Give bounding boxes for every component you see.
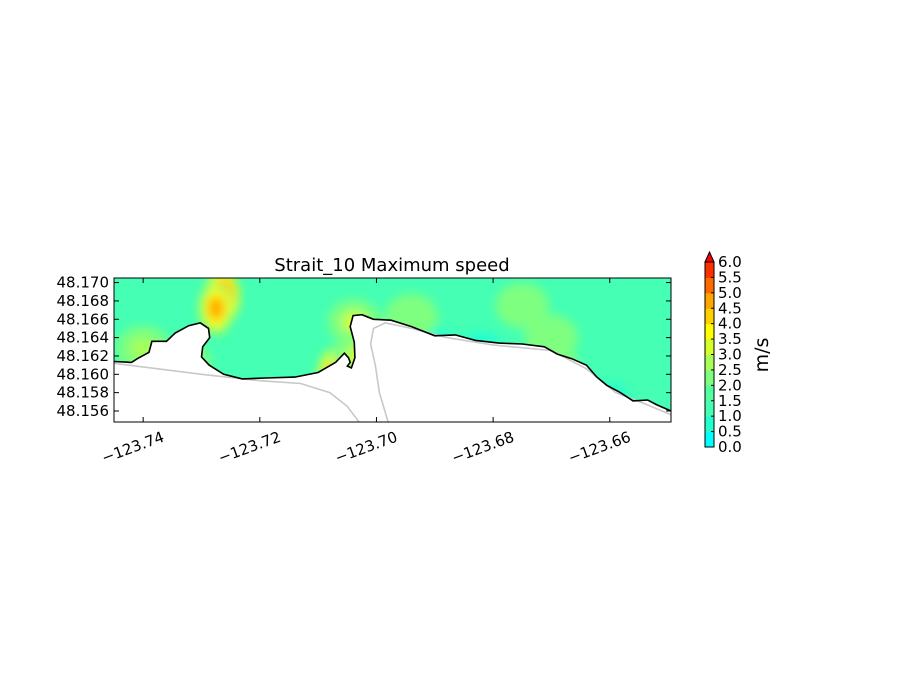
plot-frame bbox=[113, 277, 672, 423]
colorbar-tick-label: 1.0 bbox=[718, 407, 742, 425]
colorbar-band bbox=[705, 262, 714, 278]
colorbar-tick-label: 5.0 bbox=[718, 284, 742, 302]
x-tick-label: −123.68 bbox=[449, 428, 516, 467]
x-tick-label: −123.72 bbox=[216, 428, 283, 467]
colorbar-ticks: 0.00.51.01.52.02.53.03.54.04.55.05.56.0 bbox=[711, 253, 742, 456]
colorbar-tick-label: 2.0 bbox=[718, 376, 742, 394]
colorbar-tick-label: 1.5 bbox=[718, 392, 742, 410]
colorbar-tick-label: 6.0 bbox=[718, 253, 742, 271]
speed-cell bbox=[208, 296, 224, 321]
colorbar-tick-label: 2.5 bbox=[718, 361, 742, 379]
colorbar-band bbox=[705, 292, 714, 309]
plot-area: −123.74 −123.72 −123.70 −123.68 −123.66 48.1… bbox=[57, 274, 672, 467]
colorbar-tick-label: 0.5 bbox=[718, 423, 742, 441]
speed-cell bbox=[399, 306, 424, 327]
y-tick-label: 48.158 bbox=[57, 384, 110, 402]
speed-cell bbox=[539, 327, 564, 348]
coastline bbox=[114, 313, 671, 412]
x-tick-label: −123.66 bbox=[566, 428, 633, 467]
speed-cell bbox=[510, 295, 535, 316]
chart-title: Strait_10 Maximum speed bbox=[274, 255, 509, 276]
colorbar-band bbox=[705, 369, 714, 386]
colorbar-band bbox=[705, 354, 714, 371]
secondary-shoreline bbox=[114, 362, 360, 422]
colorbar-band bbox=[705, 431, 714, 448]
y-tick-label: 48.168 bbox=[57, 292, 110, 310]
colorbar-tick-label: 5.5 bbox=[718, 268, 742, 286]
colorbar-tick-label: 4.0 bbox=[718, 315, 742, 333]
y-tick-label: 48.160 bbox=[57, 365, 110, 383]
colorbar-band bbox=[705, 385, 714, 402]
x-tick-label: −123.74 bbox=[99, 428, 166, 467]
x-tick-label: −123.70 bbox=[333, 428, 400, 467]
y-tick-label: 48.162 bbox=[57, 347, 110, 365]
colorbar-unit-label: m/s bbox=[751, 338, 773, 373]
colorbar-tick-label: 3.5 bbox=[718, 330, 742, 348]
colorbar-tick-label: 3.0 bbox=[718, 346, 742, 364]
y-tick-label: 48.170 bbox=[57, 274, 110, 292]
colorbar-band bbox=[705, 339, 714, 355]
y-axis: 48.17048.16848.16648.16448.16248.16048.1… bbox=[57, 274, 671, 420]
colorbar-band bbox=[705, 277, 714, 294]
colorbar-band bbox=[705, 400, 714, 417]
colorbar-extend-arrow bbox=[704, 250, 715, 263]
colorbar-band bbox=[705, 308, 714, 325]
y-tick-label: 48.166 bbox=[57, 310, 110, 328]
colorbar-tick-label: 0.0 bbox=[718, 438, 742, 456]
colorbar: 0.00.51.01.52.02.53.03.54.04.55.05.56.0 … bbox=[704, 250, 773, 456]
colorbar-tick-label: 4.5 bbox=[718, 299, 742, 317]
y-tick-label: 48.156 bbox=[57, 402, 110, 420]
y-tick-label: 48.164 bbox=[57, 329, 110, 347]
colorbar-bands bbox=[705, 262, 714, 448]
colorbar-band bbox=[705, 416, 714, 433]
colorbar-band bbox=[705, 323, 714, 340]
